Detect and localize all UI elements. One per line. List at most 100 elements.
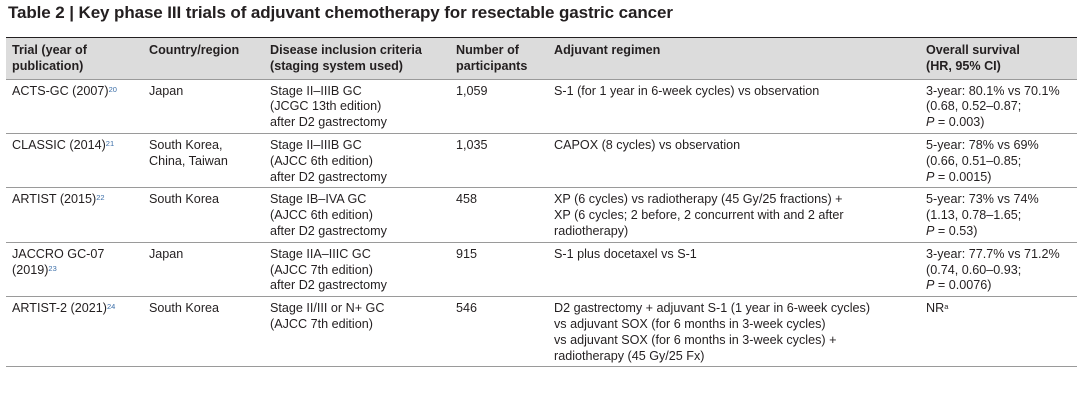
criteria-cell-line: (AJCC 6th edition) [270,208,373,223]
table-row: ARTIST-2 (2021)24 South Korea Stage II/III… [6,296,1077,367]
regimen-cell: S-1 (for 1 year in 6-week cycles) vs obs… [548,79,920,133]
p-value-line: P = 0.53) [926,224,1071,240]
p-value-line: P = 0.003) [926,115,1071,131]
criteria-cell-line: after D2 gastrectomy [270,278,387,293]
column-header-line: (HR, 95% CI) [926,58,1001,73]
criteria-cell-line: Stage IB–IVA GC [270,192,367,207]
survival-cell: 5-year: 78% vs 69% (0.66, 0.51–0.85; P = 0… [920,133,1077,187]
column-header: Country/region [143,38,264,80]
trials-table: Trial (year of publication) Country/region… [6,37,1077,367]
criteria-cell-line: (AJCC 7th edition) [270,316,373,331]
column-header-line: Trial (year of [12,43,87,57]
regimen-cell-line: XP (6 cycles; 2 before, 2 concurrent wit… [554,208,844,223]
column-header: Disease inclusion criteria (staging syste… [264,38,450,80]
trial-cell: ARTIST-2 (2021)24 [6,297,143,367]
trial-name: ARTIST (2015)22 [12,192,137,208]
country-cell: South Korea [143,188,264,242]
criteria-cell-line: (AJCC 7th edition) [270,262,373,277]
trial-name: ACTS-GC (2007)20 [12,84,137,100]
survival-line: 5-year: 78% vs 69% [926,138,1071,154]
trial-text: (2019) [12,262,49,277]
participants-cell: 1,059 [456,83,488,98]
column-header-line: publication) [12,58,84,73]
column-header-line: Overall survival [926,43,1020,57]
survival-text: 5-year: 78% vs 69% [926,137,1039,152]
participants-cell: 546 [456,301,478,316]
reference-number[interactable]: 21 [105,138,115,148]
survival-text: 3-year: 80.1% vs 70.1% [926,83,1060,98]
country-cell-line: Japan [149,246,184,261]
participants-cell: 458 [456,192,478,207]
survival-text: (0.74, 0.60–0.93; [926,262,1022,277]
trial-text: ACTS-GC (2007) [12,83,109,98]
country-cell-line: South Korea [149,192,220,207]
p-label: P [926,223,935,238]
survival-line: 3-year: 80.1% vs 70.1% [926,84,1071,100]
table-row: JACCRO GC-07 (2019)23 Japan Stage IIA–IIIC … [6,242,1077,296]
criteria-cell: Stage IIA–IIIC GC (AJCC 7th edition) after… [264,242,450,296]
criteria-cell-line: Stage II/III or N+ GC [270,301,385,316]
reference-number[interactable]: 24 [106,302,116,312]
trial-text: ARTIST (2015) [12,192,97,207]
criteria-cell: Stage IB–IVA GC (AJCC 6th edition) after D… [264,188,450,242]
p-value: = 0.0076) [934,278,992,293]
country-cell-line: China, Taiwan [149,153,228,168]
survival-line: NRa [926,301,1071,317]
column-header: Number of participants [450,38,548,80]
trial-cell: ARTIST (2015)22 [6,188,143,242]
reference-number[interactable]: 22 [96,193,105,203]
criteria-cell: Stage II/III or N+ GC (AJCC 7th edition) [264,297,450,367]
country-cell: Japan [143,242,264,296]
regimen-cell: XP (6 cycles) vs radiotherapy (45 Gy/25 … [548,188,920,242]
column-header: Adjuvant regimen [548,38,920,80]
survival-text: (0.68, 0.52–0.87; [926,99,1022,114]
survival-text: (0.66, 0.51–0.85; [926,153,1022,168]
survival-line: (0.66, 0.51–0.85; [926,154,1071,170]
regimen-cell-line: vs adjuvant SOX (for 6 months in 3-week … [554,316,826,331]
regimen-cell-line: CAPOX (8 cycles) vs observation [554,137,741,152]
p-value-line: P = 0.0015) [926,170,1071,186]
country-cell-line: Japan [149,83,184,98]
regimen-cell: S-1 plus docetaxel vs S-1 [548,242,920,296]
table-row: CLASSIC (2014)21 South Korea, China, Taiwa… [6,133,1077,187]
criteria-cell-line: Stage IIA–IIIC GC [270,246,371,261]
survival-text: 3-year: 77.7% vs 71.2% [926,246,1060,261]
regimen-cell-line: D2 gastrectomy + adjuvant S-1 (1 year in… [554,301,871,316]
table-row: ARTIST (2015)22 South Korea Stage IB–IVA G… [6,187,1077,242]
survival-text: 5-year: 73% vs 74% [926,192,1039,207]
column-header-line: Number of [456,43,519,57]
trial-cell: CLASSIC (2014)21 [6,133,143,187]
regimen-cell-line: S-1 plus docetaxel vs S-1 [554,246,697,261]
criteria-cell: Stage II–IIIB GC (AJCC 6th edition) after … [264,133,450,187]
criteria-cell-line: (JCGC 13th edition) [270,99,382,114]
p-label: P [926,169,935,184]
p-label: P [926,115,935,130]
participants-cell: 915 [456,246,478,261]
regimen-cell: CAPOX (8 cycles) vs observation [548,133,920,187]
column-header-line: Country/region [149,43,240,57]
trial-cell: JACCRO GC-07 (2019)23 [6,242,143,296]
column-header-line: (staging system used) [270,58,403,73]
p-value: = 0.53) [934,223,978,238]
regimen-cell-line: radiotherapy) [554,223,629,238]
country-cell: South Korea, China, Taiwan [143,133,264,187]
survival-line: 5-year: 73% vs 74% [926,192,1071,208]
reference-number[interactable]: 20 [108,84,117,94]
trial-text: JACCRO GC-07 [12,246,105,261]
reference-number[interactable]: 23 [48,263,57,273]
column-header-line: Disease inclusion criteria [270,43,422,57]
regimen-cell-line: S-1 (for 1 year in 6-week cycles) vs obs… [554,83,820,98]
trial-name: JACCRO GC-07 [12,247,137,263]
criteria-cell-line: after D2 gastrectomy [270,223,387,238]
survival-line: (0.68, 0.52–0.87; [926,99,1071,115]
survival-line: (1.13, 0.78–1.65; [926,208,1071,224]
regimen-cell-line: radiotherapy (45 Gy/25 Fx) [554,348,705,363]
table-body: ACTS-GC (2007)20 Japan Stage II–IIIB GC (JC… [6,79,1077,367]
criteria-cell-line: Stage II–IIIB GC [270,83,362,98]
survival-line: (0.74, 0.60–0.93; [926,263,1071,279]
regimen-cell-line: XP (6 cycles) vs radiotherapy (45 Gy/25 … [554,192,843,207]
criteria-cell-line: after D2 gastrectomy [270,115,387,130]
survival-cell: 5-year: 73% vs 74% (1.13, 0.78–1.65; P = 0… [920,188,1077,242]
criteria-cell-line: Stage II–IIIB GC [270,137,362,152]
